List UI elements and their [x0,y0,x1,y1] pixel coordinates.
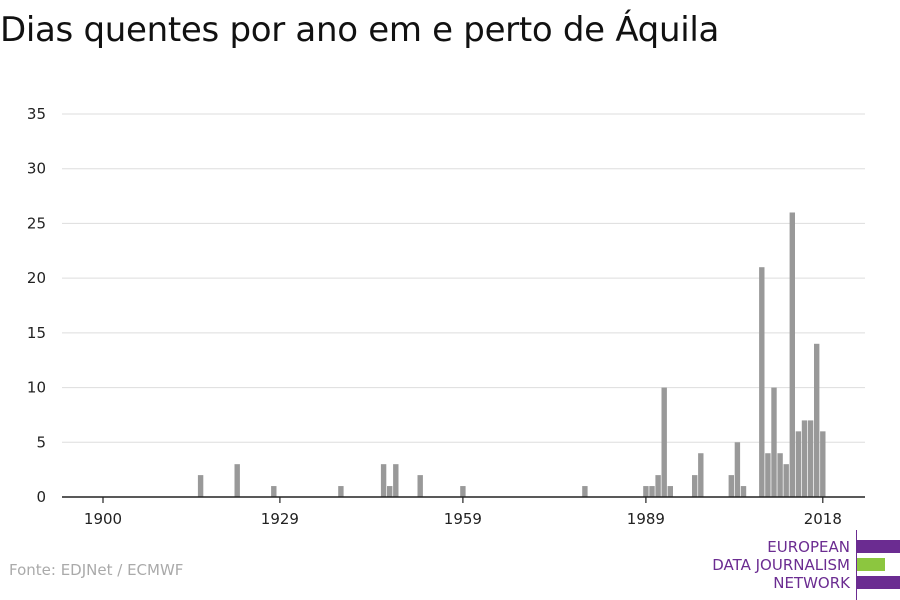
y-tick-label-15: 15 [27,324,46,342]
edjnet-logo[interactable]: EUROPEAN DATA JOURNALISM NETWORK [700,530,900,600]
bar-2003 [728,475,734,497]
bars [197,212,826,498]
bar-2016 [807,420,814,497]
bar-1959 [460,486,466,497]
logo-line-2: DATA JOURNALISM [712,556,850,574]
bar-2010 [771,387,777,497]
bar-1997 [692,475,698,497]
bar-2015 [801,420,808,497]
bar-1947 [387,486,393,497]
y-tick-label-35: 35 [27,105,46,123]
bar-2018 [820,431,826,497]
bar-2014 [795,431,802,497]
bar-1998 [698,453,704,497]
logo-bar-bottom [857,576,900,589]
y-tick-label-0: 0 [36,488,46,506]
x-tick-label-1929: 1929 [261,510,299,528]
bar-1979 [582,486,588,497]
bar-1992 [661,387,667,497]
bar-2009 [765,453,771,497]
logo-line-1: EUROPEAN [767,538,850,556]
bar-2017 [814,343,820,497]
y-axis-labels: 0 5 10 15 20 25 30 35 [27,105,46,506]
gridlines [62,113,865,443]
bar-1916 [197,475,204,497]
source-note: Fonte: EDJNet / ECMWF [9,561,184,579]
x-tick-label-2018: 2018 [804,510,842,528]
logo-bar-top [857,540,900,553]
y-tick-label-25: 25 [27,214,46,232]
bar-2005 [740,486,747,497]
logo-divider [856,530,857,600]
logo-bar-middle [857,558,885,571]
x-tick-label-1959: 1959 [444,510,482,528]
chart-title: Dias quentes por ano em e perto de Áquil… [0,10,720,50]
logo-line-3: NETWORK [773,574,850,592]
bar-2008 [759,267,765,497]
bar-2012 [783,464,789,497]
bar-1928 [271,486,277,497]
bar-1939 [338,486,344,497]
bar-1993 [667,486,673,497]
bar-1989 [643,486,649,497]
bar-1948 [393,464,399,497]
x-tick-label-1989: 1989 [627,510,665,528]
bar-1946 [380,464,387,497]
bar-2004 [734,442,741,497]
x-axis: 1900 1929 1959 1989 2018 [62,496,865,528]
y-tick-label-10: 10 [27,379,46,397]
bar-2011 [777,453,783,497]
bar-1991 [655,475,661,497]
x-tick-label-1900: 1900 [84,510,122,528]
bar-1990 [649,486,655,497]
bar-2013 [789,212,795,498]
bar-1952 [417,475,423,497]
bar-1922 [234,464,240,497]
y-tick-label-20: 20 [27,269,46,287]
y-tick-label-5: 5 [36,433,46,451]
y-tick-label-30: 30 [27,160,46,178]
